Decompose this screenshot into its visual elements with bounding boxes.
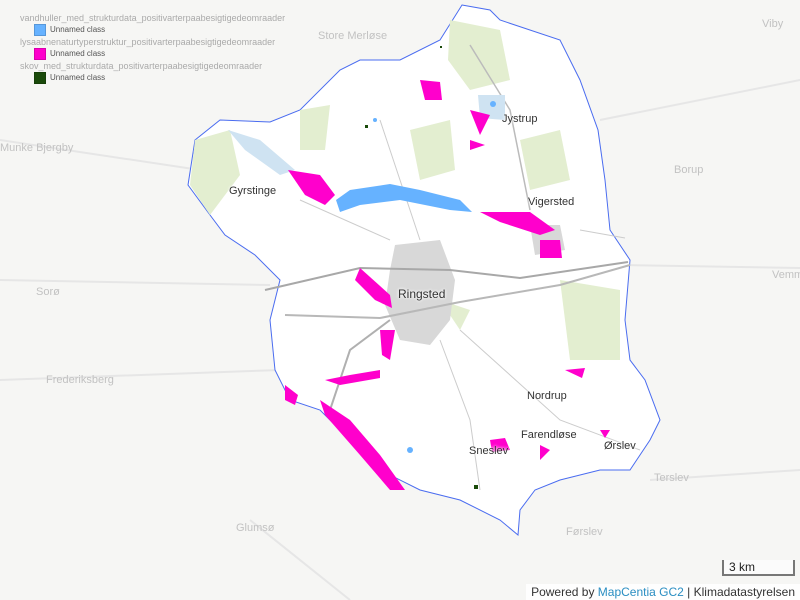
layer-skov bbox=[365, 46, 478, 489]
legend-layer-title: vandhuller_med_strukturdata_positivarter… bbox=[20, 13, 286, 23]
attribution: Powered by MapCentia GC2 | Klimadatastyr… bbox=[526, 584, 800, 600]
mapcentia-link[interactable]: MapCentia GC2 bbox=[597, 585, 684, 599]
legend-class: Unnamed class bbox=[34, 48, 285, 60]
place-label: Førslev bbox=[566, 526, 603, 538]
place-label: Gyrstinge bbox=[229, 185, 277, 197]
place-label: Glumsø bbox=[236, 522, 275, 534]
legend-class-label: Unnamed class bbox=[50, 73, 106, 82]
background-roads bbox=[0, 79, 800, 600]
place-label: Ringsted bbox=[398, 287, 446, 301]
place-label: Munke Bjergby bbox=[0, 142, 74, 154]
roads bbox=[264, 44, 641, 491]
legend-swatch-blue bbox=[34, 24, 46, 36]
legend-swatch-darkgreen bbox=[34, 72, 46, 84]
legend-layer-title: lysaabnenaturtyperstruktur_positivarterp… bbox=[20, 37, 276, 47]
place-label: Vemm bbox=[772, 269, 800, 281]
place-label: Sorø bbox=[36, 286, 60, 298]
map-legend: vandhuller_med_strukturdata_positivarter… bbox=[20, 12, 285, 84]
legend-swatch-magenta bbox=[34, 48, 46, 60]
place-label: Terslev bbox=[654, 472, 689, 484]
attribution-prefix: Powered by bbox=[531, 585, 598, 599]
place-label: Nordrup bbox=[527, 390, 567, 402]
legend-layer-title: skov_med_strukturdata_positivarterpaabes… bbox=[20, 61, 263, 71]
place-label: Frederiksberg bbox=[46, 374, 114, 386]
layer-lysaabnenatur bbox=[285, 80, 610, 490]
place-label: Viby bbox=[762, 18, 784, 30]
legend-class: Unnamed class bbox=[34, 24, 285, 36]
legend-class-label: Unnamed class bbox=[50, 49, 106, 58]
place-label: Store Merløse bbox=[318, 30, 388, 42]
legend-class-label: Unnamed class bbox=[50, 25, 106, 34]
place-label: Ørslev bbox=[604, 440, 636, 452]
legend-class: Unnamed class bbox=[34, 72, 285, 84]
place-label: Farendløse bbox=[521, 429, 577, 441]
attribution-suffix: | Klimadatastyrelsen bbox=[683, 585, 795, 599]
scale-bar: 3 km bbox=[722, 560, 795, 576]
place-label: Vigersted bbox=[528, 196, 575, 208]
place-label: Jystrup bbox=[502, 113, 538, 125]
place-label: Sneslev bbox=[469, 445, 509, 457]
place-label: Borup bbox=[674, 164, 704, 176]
